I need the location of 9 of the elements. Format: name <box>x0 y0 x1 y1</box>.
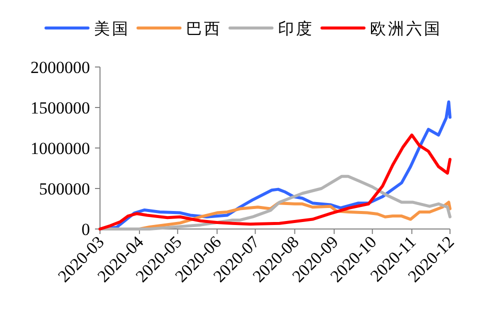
legend-label: 欧洲六国 <box>370 20 442 38</box>
y-tick-label: 1000000 <box>30 139 90 158</box>
y-tick-label: 0 <box>82 220 90 239</box>
y-tick-label: 500000 <box>39 180 90 198</box>
legend-label: 美国 <box>94 20 130 38</box>
legend-label: 巴西 <box>186 21 222 38</box>
y-tick-label: 1500000 <box>30 98 90 118</box>
legend-label: 印度 <box>278 20 314 38</box>
y-tick-label: 2000000 <box>30 58 90 77</box>
